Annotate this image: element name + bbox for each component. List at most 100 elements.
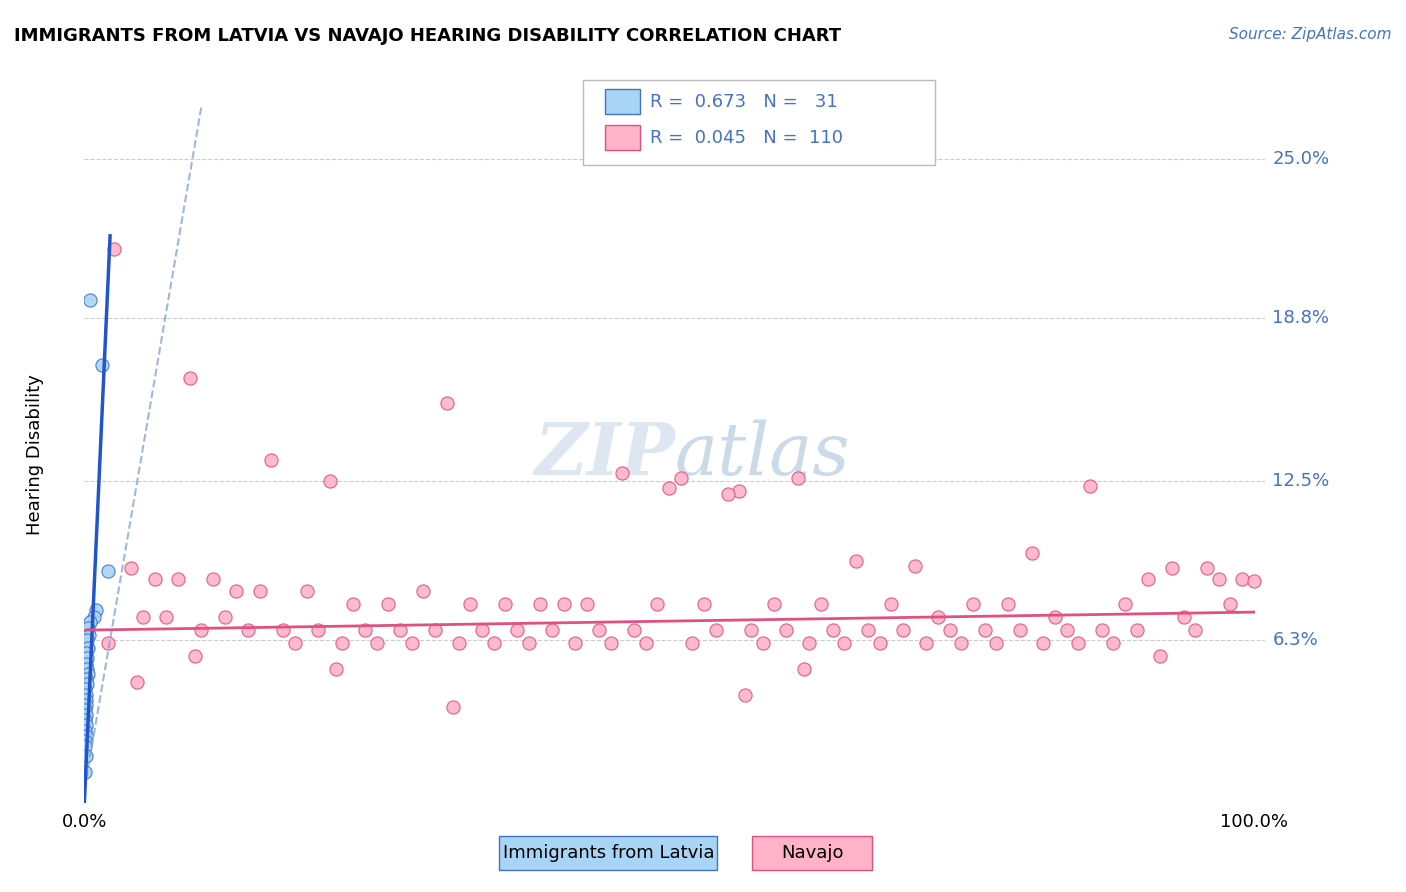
Point <box>612 466 634 480</box>
Point <box>856 623 879 637</box>
Point <box>76 633 98 648</box>
Point <box>73 739 96 753</box>
Point <box>950 636 973 650</box>
Point <box>354 623 377 637</box>
Point <box>436 396 458 410</box>
Point <box>1114 598 1136 612</box>
Point <box>799 636 821 650</box>
Point <box>517 636 540 650</box>
Point <box>704 623 727 637</box>
Point <box>83 610 105 624</box>
Point <box>75 708 97 723</box>
Point <box>728 483 751 498</box>
Point <box>225 584 247 599</box>
Point <box>810 598 832 612</box>
Point <box>401 636 423 650</box>
Point <box>1091 623 1114 637</box>
Point <box>73 703 96 717</box>
Point <box>75 682 97 697</box>
Text: 12.5%: 12.5% <box>1272 472 1330 490</box>
Text: R =  0.045   N =  110: R = 0.045 N = 110 <box>650 129 842 147</box>
Point <box>77 628 100 642</box>
Point <box>77 641 100 656</box>
Point <box>1102 636 1125 650</box>
Text: atlas: atlas <box>675 419 851 491</box>
Point <box>190 623 212 637</box>
Point <box>295 584 318 599</box>
Point <box>1149 648 1171 663</box>
Text: 18.8%: 18.8% <box>1272 310 1330 327</box>
Point <box>79 293 101 308</box>
Point <box>76 677 98 691</box>
Point <box>97 564 120 578</box>
Point <box>763 598 786 612</box>
Text: R =  0.673   N =   31: R = 0.673 N = 31 <box>650 93 838 111</box>
Point <box>734 688 756 702</box>
Point <box>75 734 97 748</box>
Point <box>903 558 925 573</box>
Point <box>458 598 481 612</box>
Point <box>75 646 97 660</box>
Point <box>441 700 464 714</box>
Point <box>1243 574 1265 589</box>
Point <box>249 584 271 599</box>
Point <box>1008 623 1031 637</box>
Point <box>1032 636 1054 650</box>
Point <box>90 358 112 372</box>
Text: Hearing Disability: Hearing Disability <box>27 375 44 535</box>
Point <box>1208 572 1230 586</box>
Point <box>75 714 97 728</box>
Point <box>623 623 645 637</box>
Point <box>669 471 692 485</box>
Point <box>447 636 470 650</box>
Point <box>75 718 97 732</box>
Point <box>84 602 107 616</box>
Point <box>284 636 307 650</box>
Point <box>751 636 773 650</box>
Point <box>541 623 564 637</box>
Point <box>214 610 236 624</box>
Point <box>1078 479 1101 493</box>
Point <box>132 610 155 624</box>
Point <box>997 598 1019 612</box>
Point <box>1067 636 1090 650</box>
Point <box>482 636 505 650</box>
Point <box>1160 561 1182 575</box>
Point <box>740 623 762 637</box>
Point <box>103 242 125 256</box>
Point <box>681 636 703 650</box>
Point <box>342 598 364 612</box>
Point <box>716 486 738 500</box>
Point <box>319 474 342 488</box>
Point <box>236 623 259 637</box>
Point <box>634 636 657 650</box>
Point <box>891 623 914 637</box>
Point <box>792 662 814 676</box>
Point <box>125 674 148 689</box>
Point <box>1184 623 1206 637</box>
Point <box>1230 572 1253 586</box>
Point <box>307 623 329 637</box>
Point <box>73 764 96 779</box>
Point <box>75 692 97 706</box>
Point <box>75 749 97 764</box>
Text: ZIP: ZIP <box>534 419 675 491</box>
Point <box>786 471 808 485</box>
Point <box>973 623 995 637</box>
Point <box>506 623 529 637</box>
Point <box>412 584 434 599</box>
Point <box>1137 572 1160 586</box>
Point <box>658 482 681 496</box>
Point <box>869 636 891 650</box>
Point <box>494 598 516 612</box>
Point <box>179 370 201 384</box>
Point <box>389 623 412 637</box>
Point <box>201 572 224 586</box>
Point <box>647 598 669 612</box>
Text: IMMIGRANTS FROM LATVIA VS NAVAJO HEARING DISABILITY CORRELATION CHART: IMMIGRANTS FROM LATVIA VS NAVAJO HEARING… <box>14 27 841 45</box>
Point <box>76 662 98 676</box>
Point <box>120 561 142 575</box>
Point <box>75 688 97 702</box>
Point <box>471 623 494 637</box>
Point <box>1173 610 1195 624</box>
